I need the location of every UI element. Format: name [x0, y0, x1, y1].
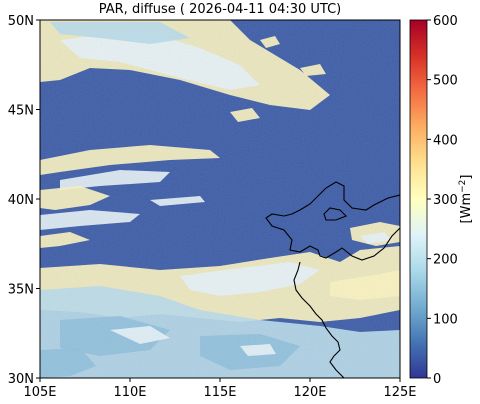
colorbar-unit-exponent: −2	[458, 180, 468, 193]
colorbar	[409, 19, 428, 379]
map-title: PAR, diffuse ( 2026-04-11 04:30 UTC)	[98, 2, 342, 17]
y-tick-label: 45N	[8, 104, 34, 119]
y-tick-label: 50N	[8, 14, 34, 29]
colorbar-unit-text: [Wm	[459, 193, 474, 224]
x-tick-label: 125E	[383, 385, 416, 400]
x-tick-label: 105E	[23, 385, 56, 400]
coastline-peninsula	[323, 207, 347, 221]
texture-overlay	[40, 20, 400, 378]
y-tick-label: 30N	[8, 372, 34, 387]
colorbar-tick-label: 100	[433, 312, 458, 327]
map-plot-area	[40, 20, 400, 378]
colorbar-tick-label: 0	[433, 372, 441, 387]
x-axis: 105E 110E 115E 120E 125E	[23, 378, 417, 400]
colorbar-axis: 0 100 200 300 400 500 600	[427, 14, 458, 387]
colorbar-tick-label: 400	[433, 133, 458, 148]
y-tick-label: 35N	[8, 283, 34, 298]
x-tick-label: 110E	[113, 385, 146, 400]
colorbar-tick-label: 600	[433, 14, 458, 29]
colorbar-unit-label: [Wm−2]	[458, 175, 474, 224]
y-axis: 30N 35N 40N 45N 50N	[8, 14, 40, 387]
x-tick-label: 115E	[203, 385, 236, 400]
colorbar-tick-label: 500	[433, 74, 458, 89]
colorbar-tick-label: 300	[433, 193, 458, 208]
colorbar-tick-label: 200	[433, 253, 458, 268]
coastline	[265, 181, 400, 261]
x-tick-label: 120E	[293, 385, 326, 400]
y-tick-label: 40N	[8, 193, 34, 208]
coastline-south	[293, 261, 345, 378]
colorbar-unit-close: ]	[459, 175, 474, 180]
